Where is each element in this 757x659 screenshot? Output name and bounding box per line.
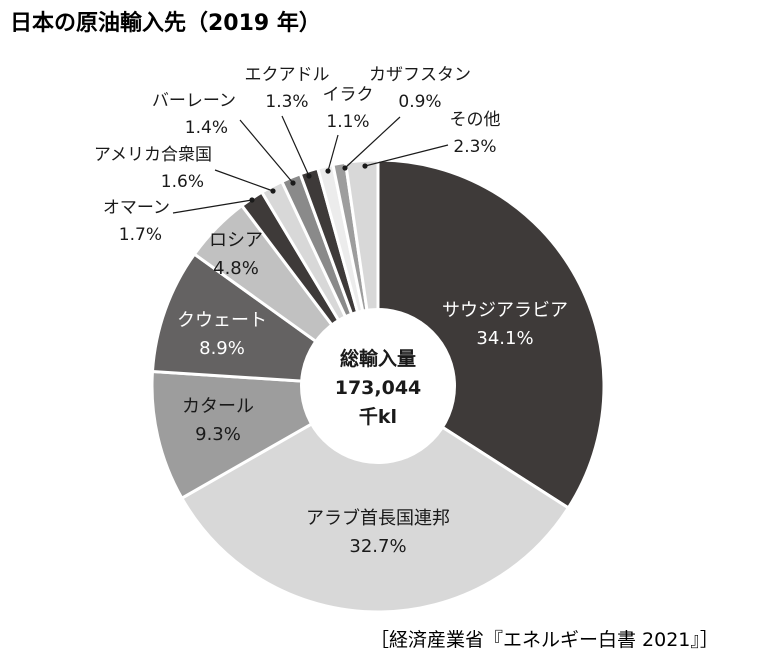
source-citation: ［経済産業省『エネルギー白書 2021』］ — [370, 629, 719, 651]
donut-hole — [300, 308, 456, 464]
slice-labels: サウジアラビア 34.1% アラブ首長国連邦 32.7% カタール 9.3% クウェート 8.… — [94, 65, 568, 557]
slice-9-leader-line — [281, 115, 310, 177]
slice-7-leader-line — [214, 169, 274, 192]
leader-lines — [172, 115, 449, 214]
slice-4-name-label: クウェート — [177, 310, 267, 331]
slice-12-name-label: その他 — [450, 110, 501, 130]
slice-10-leader-line — [327, 134, 339, 172]
slice-8-name-label: バーレーン — [152, 91, 236, 111]
slice-5-name-label: ロシア — [209, 230, 263, 251]
slice-5-value-label: 4.8% — [213, 258, 259, 279]
slice-11-leader-dot — [342, 165, 348, 171]
slice-12-value-label: 2.3% — [453, 137, 496, 157]
slice-7-leader-dot — [270, 188, 276, 194]
slice-7-value-label: 1.6% — [161, 172, 204, 192]
slice-4-value-label: 8.9% — [199, 338, 245, 359]
slice-11-value-label: 0.9% — [398, 92, 441, 112]
slice-10-name-label: イラク — [323, 85, 374, 105]
slice-1-value-label: 34.1% — [476, 328, 533, 349]
slice-2-wedge — [179, 384, 571, 614]
slice-8-leader-dot — [290, 180, 296, 186]
slice-8-leader-line — [239, 119, 294, 184]
slice-10-leader-dot — [325, 168, 331, 174]
slice-12-leader-line — [364, 144, 449, 167]
slice-1-name-label: サウジアラビア — [442, 300, 568, 321]
chart-title: 日本の原油輸入先（2019 年） — [10, 10, 321, 36]
slice-6-value-label: 1.7% — [119, 225, 162, 245]
slice-3-name-label: カタール — [182, 396, 254, 417]
slice-8-value-label: 1.4% — [185, 118, 228, 138]
slice-9-name-label: エクアドル — [245, 65, 330, 85]
slice-11-name-label: カザフスタン — [369, 65, 471, 85]
slice-9-value-label: 1.3% — [265, 92, 308, 112]
slice-6-leader-line — [172, 199, 253, 214]
slice-2-value-label: 32.7% — [349, 536, 406, 557]
slice-11-leader-line — [344, 116, 401, 169]
center-label-total: 173,044 — [335, 377, 422, 399]
slice-10-value-label: 1.1% — [326, 112, 369, 132]
slice-7-name-label: アメリカ合衆国 — [94, 145, 212, 165]
slice-3-value-label: 9.3% — [195, 424, 241, 445]
slice-6-name-label: オマーン — [103, 198, 170, 218]
slice-2-name-label: アラブ首長国連邦 — [306, 507, 450, 529]
center-label-title: 総輸入量 — [340, 347, 416, 370]
slice-9-leader-dot — [306, 173, 312, 179]
slice-12-leader-dot — [362, 163, 368, 169]
slice-6-leader-dot — [249, 197, 255, 203]
center-label-unit: 千kl — [359, 406, 397, 428]
